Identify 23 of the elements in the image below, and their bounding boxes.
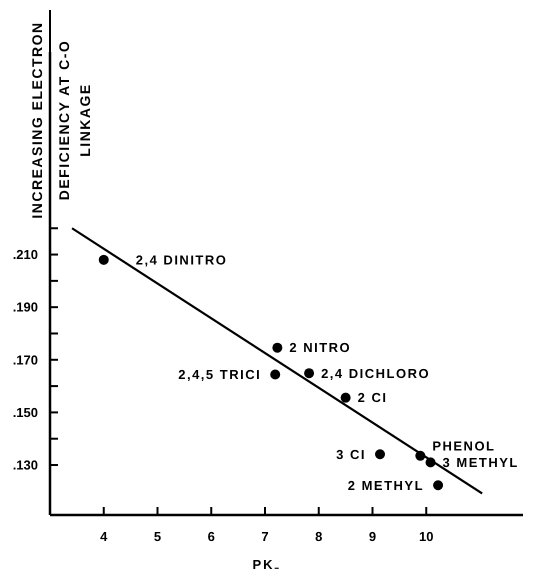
y-tick-label: .130: [12, 458, 38, 473]
x-tick-label: 7: [261, 529, 269, 544]
y-tick-label: .170: [12, 352, 38, 368]
annotation: 3 CI: [336, 446, 366, 462]
x-tick-label: 6: [208, 529, 215, 544]
y-tick-label: .150: [12, 404, 38, 420]
annotation: 2,4,5 TRICI: [178, 367, 262, 382]
annotation: 2 METHYL: [348, 478, 424, 493]
y-tick-label: .210: [12, 247, 38, 262]
x-tick-label: 9: [368, 529, 376, 544]
annotation: 3 METHYL: [442, 454, 519, 470]
x-tick-label: 8: [315, 529, 322, 544]
x-axis-title: PK₋: [252, 557, 281, 572]
x-tick-label: 10: [419, 529, 434, 544]
y-axis-title: INCREASING ELECTRON DEFICIENCY AT C-O LINKAGE: [28, 21, 93, 219]
annotation: 2 NITRO: [289, 340, 352, 356]
annotation: PHENOL: [432, 438, 496, 454]
x-tick-label: 4: [100, 529, 108, 544]
annotation: 2 CI: [358, 390, 388, 406]
annotation: 2,4 DICHLORO: [321, 366, 430, 381]
annotation: 2,4 DINITRO: [136, 252, 228, 268]
x-tick-label: 5: [154, 529, 162, 544]
y-tick-label: .190: [12, 300, 38, 315]
